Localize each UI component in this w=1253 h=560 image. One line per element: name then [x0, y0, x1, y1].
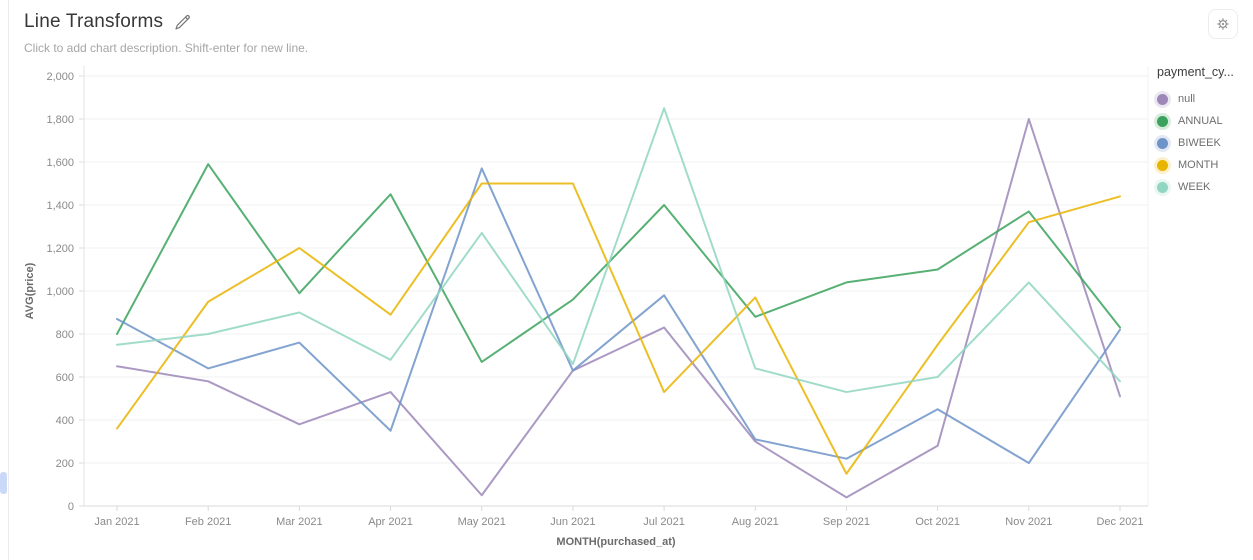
y-tick-label: 200	[56, 458, 74, 470]
x-tick-label: Apr 2021	[368, 516, 413, 528]
series-line-MONTH	[116, 182, 1121, 475]
legend-item-ANNUAL[interactable]: ANNUAL	[1157, 110, 1249, 132]
y-tick-label: 0	[68, 501, 74, 513]
y-tick-label: 1,000	[46, 286, 74, 298]
legend-item-label: ANNUAL	[1178, 115, 1223, 127]
legend-swatch-icon	[1157, 181, 1168, 193]
y-tick-label: 600	[56, 372, 74, 384]
legend-item-label: BIWEEK	[1178, 137, 1221, 149]
settings-button[interactable]	[1208, 9, 1238, 39]
legend-items: null ANNUAL BIWEEK MONTH WEEK	[1157, 88, 1249, 198]
legend-item-null[interactable]: null	[1157, 88, 1249, 110]
y-tick-label: 1,800	[46, 114, 74, 126]
x-tick-label: Aug 2021	[732, 516, 779, 528]
scroll-indicator[interactable]	[0, 472, 7, 494]
legend-item-label: WEEK	[1178, 181, 1211, 193]
x-tick-label: Dec 2021	[1096, 516, 1143, 528]
legend-title: payment_cy...	[1157, 65, 1234, 79]
y-tick-label: 1,200	[46, 243, 74, 255]
x-tick-label: Jan 2021	[94, 516, 139, 528]
series-line-BIWEEK	[116, 167, 1121, 464]
page-title[interactable]: Line Transforms	[24, 11, 164, 32]
x-tick-label: Feb 2021	[185, 516, 231, 528]
legend-swatch-icon	[1157, 159, 1168, 171]
x-tick-label: Oct 2021	[915, 516, 960, 528]
y-tick-label: 1,400	[46, 200, 74, 212]
legend-swatch-icon	[1157, 137, 1168, 149]
y-tick-label: 2,000	[46, 71, 74, 83]
legend-swatch-icon	[1157, 115, 1168, 127]
legend-item-WEEK[interactable]: WEEK	[1157, 176, 1249, 198]
chart-header: Line Transforms	[24, 11, 191, 33]
x-tick-label: Nov 2021	[1005, 516, 1052, 528]
left-gutter	[0, 0, 9, 560]
x-axis-title: MONTH(purchased_at)	[556, 536, 676, 548]
x-tick-label: Sep 2021	[823, 516, 870, 528]
x-tick-label: May 2021	[458, 516, 506, 528]
edit-title-button[interactable]	[174, 14, 191, 31]
chart-description-placeholder[interactable]: Click to add chart description. Shift-en…	[24, 41, 309, 55]
legend: payment_cy... null ANNUAL BIWEEK MONTH WEEK	[1157, 65, 1249, 198]
legend-item-label: null	[1178, 93, 1196, 105]
legend-swatch-icon	[1157, 93, 1168, 105]
series-line-WEEK	[116, 107, 1121, 394]
y-axis-title: AVG(price)	[24, 262, 36, 319]
series-line-ANNUAL	[116, 163, 1121, 363]
legend-item-MONTH[interactable]: MONTH	[1157, 154, 1249, 176]
legend-item-BIWEEK[interactable]: BIWEEK	[1157, 132, 1249, 154]
y-tick-label: 800	[56, 329, 74, 341]
pencil-icon	[175, 14, 191, 29]
gear-icon	[1217, 18, 1229, 30]
x-tick-label: Mar 2021	[276, 516, 322, 528]
legend-item-label: MONTH	[1178, 159, 1219, 171]
series-line-null	[116, 118, 1121, 499]
y-tick-label: 400	[56, 415, 74, 427]
y-tick-label: 1,600	[46, 157, 74, 169]
x-tick-label: Jul 2021	[643, 516, 685, 528]
x-tick-label: Jun 2021	[550, 516, 595, 528]
